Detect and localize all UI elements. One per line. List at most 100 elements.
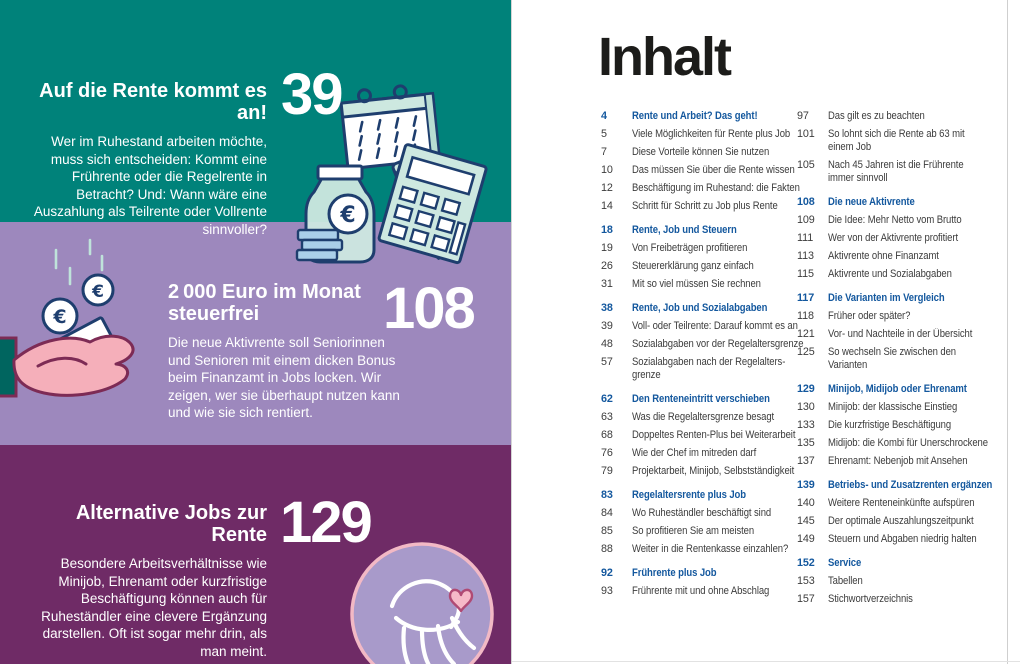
toc-page-number: 115 — [797, 268, 814, 280]
toc-page-number: 92 — [601, 567, 613, 579]
toc-entry-label: Die kurzfristige Beschäftigung — [828, 419, 952, 431]
toc-page-number: 125 — [797, 346, 815, 358]
toc-entry-label: Der optimale Auszahlungszeitpunkt — [828, 515, 974, 527]
toc-page-number: 84 — [601, 507, 613, 519]
toc-entry-label: Vor- und Nachteile in der Übersicht — [828, 328, 973, 340]
toc-entry-label: Steuererklärung ganz einfach — [632, 260, 754, 272]
toc-entry-label: Rente, Job und Steuern — [632, 224, 737, 236]
toc-page-number: 157 — [797, 593, 815, 605]
toc-section-header: 18 Rente, Job und Steuern — [601, 224, 799, 237]
toc-page-number: 31 — [601, 278, 613, 290]
toc-entry-label: Regelaltersrente plus Job — [632, 489, 746, 501]
toc-page-number: 63 — [601, 411, 613, 423]
toc-row: 101 So lohnt sich die Rente ab 63 mit ein… — [797, 128, 1013, 154]
teaser-2-title: 2 000 Euro im Monat steuerfrei — [168, 281, 361, 325]
toc-entry-label: Doppeltes Renten-Plus bei Weiterarbeit — [632, 429, 796, 441]
teaser-3-title: Alternative Jobs zur Rente — [75, 502, 267, 546]
toc-page-number: 83 — [601, 489, 613, 501]
toc-entry-label: Tabellen — [828, 575, 863, 587]
toc-page-number: 133 — [797, 419, 815, 431]
teaser-2: 2 000 Euro im Monat steuerfrei Die neue … — [168, 281, 406, 422]
toc-section: 108 Die neue Aktivrente 109 Die Idee: Mehr … — [797, 196, 1013, 281]
toc-section: 38 Rente, Job und Sozialabgaben 39 Voll- od… — [601, 302, 803, 382]
toc-page-number: 85 — [601, 525, 613, 537]
toc-row: 111 Wer von der Aktivrente profitiert — [797, 232, 1013, 245]
toc-section-header: 62 Den Renteneintritt verschieben — [601, 393, 799, 406]
toc-entry-label: Weitere Renteneinkünfte aufspüren — [828, 497, 975, 509]
toc-section-header: 4 Rente und Arbeit? Das geht! — [601, 110, 799, 123]
page-bottom-edge-line — [512, 661, 1020, 662]
toc-page-number: 130 — [797, 401, 815, 413]
toc-section-header: 129 Minijob, Midijob oder Ehrenamt — [797, 383, 1013, 396]
toc-row: 76 Wie der Chef im mitreden darf — [601, 447, 799, 460]
toc-entry-label: So wechseln Sie zwischen den Varianten — [828, 346, 956, 371]
toc-entry-label: Von Freibeträgen profitieren — [632, 242, 748, 254]
toc-row: 85 So profitieren Sie am meisten — [601, 525, 799, 538]
toc-entry-label: Das müssen Sie über die Rente wissen — [632, 164, 795, 176]
toc-section: 117 Die Varianten im Vergleich 118 Früher o… — [797, 292, 1013, 372]
toc-page-number: 153 — [797, 575, 815, 587]
toc-entry-label: Viele Möglichkeiten für Rente plus Job — [632, 128, 791, 140]
toc-section: 4 Rente und Arbeit? Das geht! 5 Viele Mögli… — [601, 110, 800, 213]
toc-row: 79 Projektarbeit, Minijob, Selbstständigk… — [601, 465, 799, 478]
toc-entry-label: Schritt für Schritt zu Job plus Rente — [632, 200, 778, 212]
toc-entry-label: Ehrenamt: Nebenjob mit Ansehen — [828, 455, 968, 467]
toc-page-number: 135 — [797, 437, 815, 449]
toc-entry-label: Betriebs- und Zusatzrenten ergänzen — [828, 479, 993, 491]
teaser-3-page-number: 129 — [280, 490, 373, 555]
toc-page-number: 26 — [601, 260, 613, 272]
toc-entry-label: Die neue Aktivrente — [828, 196, 915, 208]
toc-row: 19 Von Freibeträgen profitieren — [601, 242, 799, 255]
toc-entry-label: Rente, Job und Sozialabgaben — [632, 302, 768, 314]
toc-row: 10 Das müssen Sie über die Rente wissen — [601, 164, 799, 177]
toc-page-number: 62 — [601, 393, 613, 405]
toc-section: 92 Frührente plus Job 93 Frührente mit und … — [601, 567, 799, 598]
svg-text:€: € — [339, 203, 355, 228]
toc-page-number: 19 — [601, 242, 613, 254]
toc-entry-label: Mit so viel müssen Sie rechnen — [632, 278, 761, 290]
toc-row: 97 Das gilt es zu beachten — [797, 110, 1013, 123]
toc-row: 137 Ehrenamt: Nebenjob mit Ansehen — [797, 455, 1013, 468]
toc-row: 31 Mit so viel müssen Sie rechnen — [601, 278, 799, 291]
toc-row: 26 Steuererklärung ganz einfach — [601, 260, 799, 273]
toc-entry-label: Rente und Arbeit? Das geht! — [632, 110, 758, 122]
toc-row: 157 Stichwortverzeichnis — [797, 593, 1013, 606]
toc-column-right: 97 Das gilt es zu beachten 101 So lohnt sic… — [797, 110, 1013, 617]
toc-entry-label: Aktivrente ohne Finanzamt — [828, 250, 939, 262]
toc-section: 97 Das gilt es zu beachten 101 So lohnt sic… — [797, 110, 1013, 185]
toc-page-number: 140 — [797, 497, 815, 509]
toc-page-number: 10 — [601, 164, 613, 176]
toc-entry-label: Wie der Chef im mitreden darf — [632, 447, 757, 459]
page-edge-line — [1007, 0, 1008, 664]
toc-row: 115 Aktivrente und Sozialabgaben — [797, 268, 1013, 281]
money-jar-icon: € — [295, 164, 376, 264]
toc-page-number: 76 — [601, 447, 613, 459]
toc-row: 12 Beschäftigung im Ruhestand: die Fakten — [601, 182, 800, 195]
toc-entry-label: Den Renteneintritt verschieben — [632, 393, 770, 405]
toc-page: Inhalt 4 Rente und Arbeit? Das geht! 5 Viel… — [511, 0, 1020, 664]
toc-row: 121 Vor- und Nachteile in der Übersicht — [797, 328, 1013, 341]
toc-section-header: 152 Service — [797, 557, 1013, 570]
toc-section-header: 108 Die neue Aktivrente — [797, 196, 1013, 209]
teaser-1-body: Wer im Ruhestand arbeiten möchte, muss s… — [33, 134, 267, 237]
toc-section-header: 139 Betriebs- und Zusatzrenten ergänzen — [797, 479, 1013, 492]
toc-entry-label: Früher oder später? — [828, 310, 911, 322]
calculator-icon — [377, 143, 488, 265]
toc-entry-label: Midijob: die Kombi für Unerschrockene — [828, 437, 988, 449]
toc-page-number: 111 — [797, 232, 814, 244]
toc-row: 125 So wechseln Sie zwischen den Variante… — [797, 346, 1013, 372]
toc-page-number: 4 — [601, 110, 607, 122]
toc-row: 7 Diese Vorteile können Sie nutzen — [601, 146, 799, 159]
toc-page-number: 39 — [601, 320, 613, 332]
toc-section: 139 Betriebs- und Zusatzrenten ergänzen 14… — [797, 479, 1013, 546]
teaser-1: Auf die Rente kommt es an! Wer im Ruhest… — [17, 80, 267, 238]
teaser-2-page-number: 108 — [383, 276, 476, 341]
open-hand-icon: € € € — [0, 238, 135, 398]
toc-page-number: 118 — [797, 310, 814, 322]
toc-entry-label: Diese Vorteile können Sie nutzen — [632, 146, 770, 158]
toc-entry-label: Wo Ruheständler beschäftigt sind — [632, 507, 772, 519]
toc-entry-label: So profitieren Sie am meisten — [632, 525, 755, 537]
toc-page-number: 139 — [797, 479, 815, 491]
toc-page-number: 108 — [797, 196, 815, 208]
